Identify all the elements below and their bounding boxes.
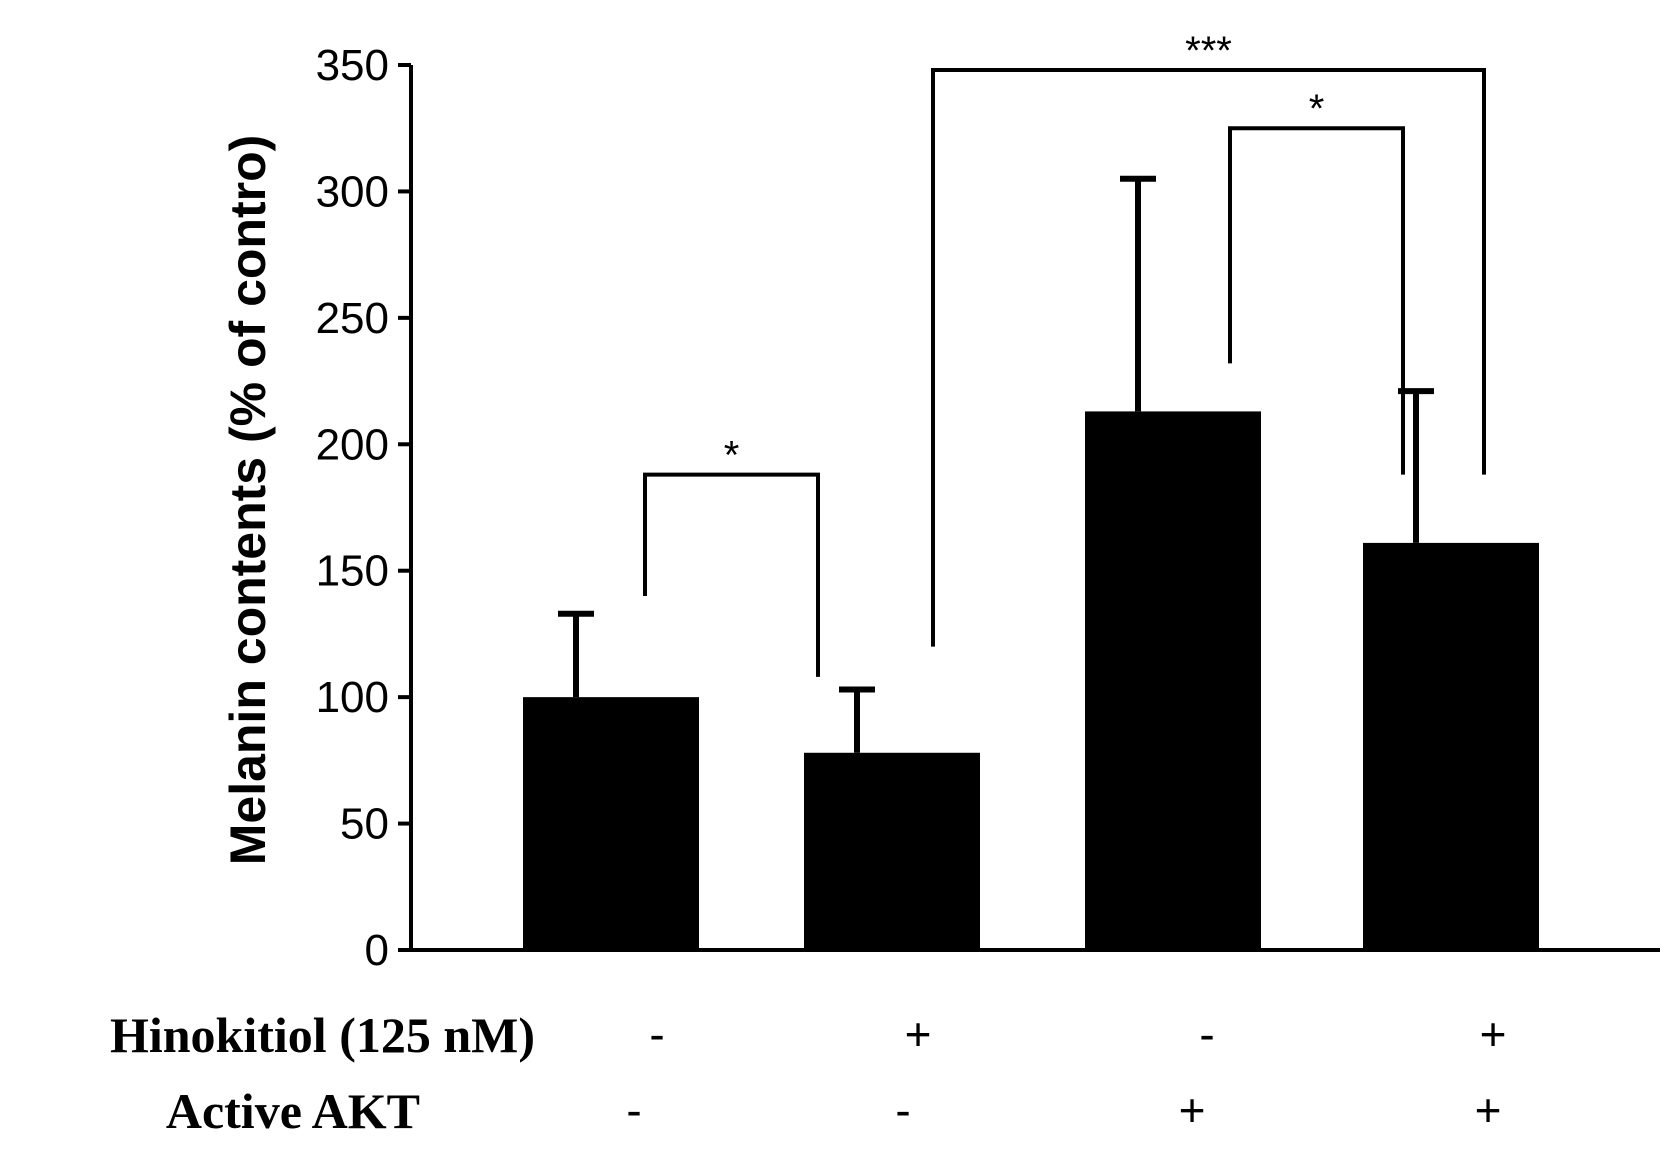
condition-sign: - (626, 1084, 641, 1136)
bar (523, 697, 699, 950)
y-tick-label: 50 (340, 800, 389, 849)
y-axis-label: Melanin contents (% of contro) (220, 135, 276, 866)
condition-sign: + (1179, 1084, 1206, 1136)
significance-label: *** (1185, 29, 1232, 73)
y-tick-label: 0 (365, 926, 389, 975)
condition-table: Hinokitiol (125 nM) - + - +Active AKT - - + + (110, 1007, 1506, 1139)
y-tick-label: 350 (316, 41, 389, 90)
significance-bracket (1228, 126, 1405, 475)
bar (804, 752, 980, 950)
y-tick-label: 250 (316, 294, 389, 343)
significance-bracket (931, 68, 1486, 647)
condition-sign: - (895, 1084, 910, 1136)
significance-label: * (1309, 87, 1325, 131)
condition-sign: + (1475, 1084, 1502, 1136)
bar (1363, 542, 1539, 950)
y-tick-label: 200 (316, 420, 389, 469)
condition-label: Active AKT (166, 1083, 420, 1139)
significance-bracket (643, 472, 820, 677)
y-tick-label: 150 (316, 547, 389, 596)
condition-sign: - (649, 1008, 664, 1060)
error-bars (558, 175, 1434, 753)
significance-label: * (724, 434, 740, 478)
axes: 0 50 100 150 200 250 300 350 (316, 41, 1660, 975)
significance-brackets: ***** (643, 29, 1486, 677)
condition-label: Hinokitiol (125 nM) (110, 1007, 535, 1063)
condition-sign: + (905, 1008, 932, 1060)
condition-sign: + (1480, 1008, 1507, 1060)
bars (523, 411, 1539, 950)
y-tick-label: 300 (316, 167, 389, 216)
bar (1085, 411, 1261, 950)
condition-sign: - (1199, 1008, 1214, 1060)
y-tick-label: 100 (316, 673, 389, 722)
